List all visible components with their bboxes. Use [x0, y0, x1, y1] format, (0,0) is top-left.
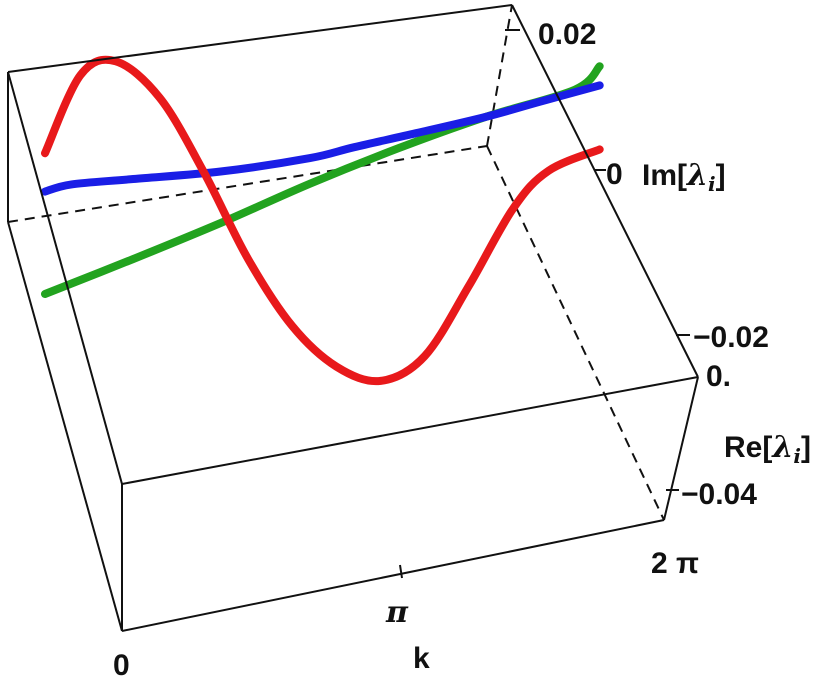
curves-group [41, 55, 604, 386]
front-bottom-edge [121, 519, 665, 632]
z-axis-label-sub: i [708, 172, 716, 196]
z-axis-label-prefix: Im[ [642, 159, 687, 192]
y-axis-label-prefix: Re[ [724, 431, 772, 464]
back-bottom-edge [7, 145, 488, 223]
z-tick-label-0: 0.02 [538, 18, 596, 51]
box-visible-edges [7, 4, 699, 632]
front-top-edge [121, 376, 699, 485]
top-right-edge [511, 4, 699, 378]
z-axis-label: Im[λi] [642, 158, 726, 196]
y-axis-label-sub: i [793, 444, 801, 468]
right-front-vertical-edge [663, 376, 699, 521]
box-hidden-edges [7, 4, 665, 521]
y-axis-label-suffix: ] [801, 431, 811, 464]
z-axis-label-lambda: λ [685, 158, 708, 193]
x-tick-label-0: 0 [113, 649, 130, 682]
x-axis-label: k [413, 642, 430, 675]
back-vertical-edge [486, 4, 513, 147]
y-tick-label-2: −0.04 [681, 478, 757, 511]
x-tick-label-1: π [385, 595, 409, 630]
x-tick-pi [399, 564, 403, 579]
z-tick-label-2: −0.02 [693, 321, 769, 354]
top-back-edge [7, 4, 513, 73]
series-line-0 [41, 55, 604, 386]
left-vertical-edge [7, 71, 123, 485]
series-line-1 [41, 81, 604, 196]
x-tick-label-2: 2 π [651, 547, 699, 580]
y-axis-label-lambda: λ [770, 430, 793, 465]
z-axis-label-suffix: ] [716, 159, 726, 192]
left-bottom-edge [7, 221, 123, 632]
y-axis-label: Re[λi] [724, 430, 811, 468]
z-tick-label-1: 0 [606, 158, 623, 191]
y-tick-label-0: 0. [706, 360, 731, 393]
tick-marks [399, 29, 690, 579]
